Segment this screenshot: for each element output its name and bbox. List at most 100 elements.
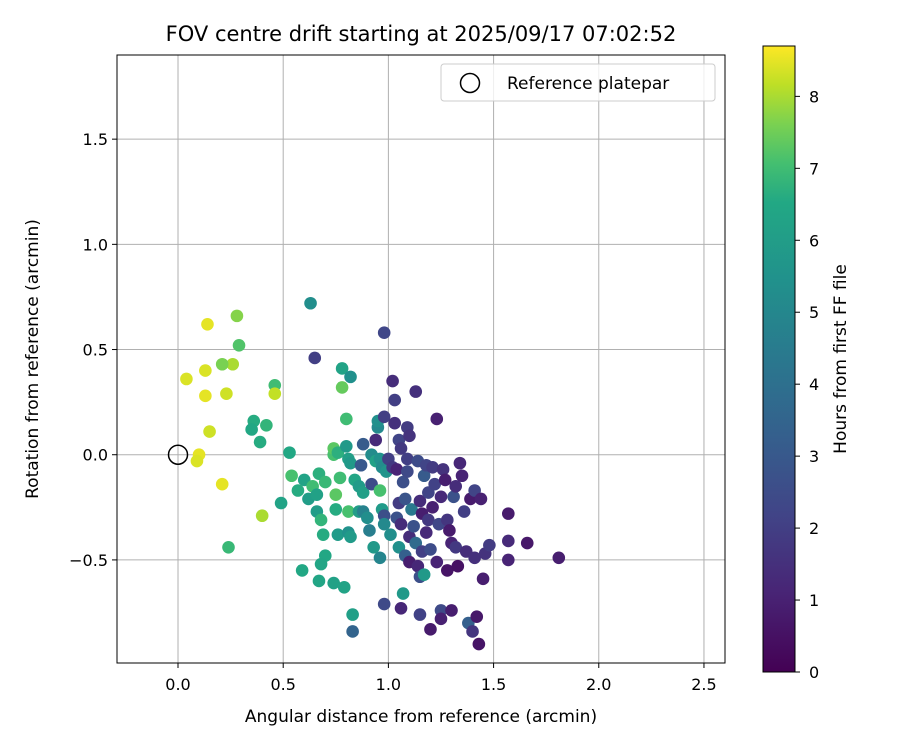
x-tick-label: 1.5	[481, 675, 506, 694]
data-point	[396, 475, 410, 489]
data-point	[449, 479, 463, 493]
colorbar-tick-label: 0	[809, 663, 819, 682]
data-point	[327, 576, 340, 590]
colorbar-ticks: 0 1 2 3 4 5 6 7 8	[795, 87, 819, 682]
data-point	[398, 492, 412, 506]
data-point	[434, 612, 448, 626]
colorbar-tick-label: 2	[809, 519, 819, 538]
colorbar-tick-label: 3	[809, 447, 819, 466]
data-point	[373, 551, 387, 565]
scatter-points	[180, 296, 566, 651]
data-point	[434, 490, 448, 504]
data-point	[291, 484, 305, 497]
data-point	[426, 461, 439, 474]
data-point	[344, 370, 357, 384]
data-point	[502, 507, 515, 520]
data-point	[436, 463, 450, 476]
data-point	[337, 580, 351, 594]
data-point	[260, 418, 273, 432]
plot-area-frame	[116, 54, 726, 664]
data-point	[424, 543, 437, 556]
data-point	[245, 423, 258, 436]
x-axis-label: Angular distance from reference (arcmin)	[245, 707, 597, 727]
data-point	[268, 387, 282, 401]
y-tick-label: −0.5	[69, 551, 108, 570]
data-point	[409, 385, 423, 398]
data-point	[453, 456, 467, 470]
data-point	[502, 553, 515, 567]
data-point	[346, 625, 359, 638]
data-point	[222, 540, 235, 554]
data-point	[377, 410, 391, 424]
data-point	[201, 317, 214, 331]
y-axis-label: Rotation from reference (arcmin)	[23, 219, 43, 499]
data-point	[199, 389, 212, 403]
data-point	[476, 572, 490, 586]
data-point	[457, 505, 471, 518]
legend-marker-icon	[459, 72, 481, 94]
data-point	[367, 540, 380, 554]
data-point	[474, 492, 488, 506]
data-point	[335, 381, 349, 394]
data-point	[226, 357, 240, 371]
x-tick-label: 1.0	[376, 675, 401, 694]
data-point	[316, 528, 330, 541]
data-point	[369, 433, 383, 447]
data-point	[396, 587, 410, 600]
y-tick-label: 1.5	[83, 130, 108, 149]
data-point	[440, 564, 454, 577]
data-point	[215, 357, 229, 371]
data-point	[230, 309, 244, 323]
data-point	[407, 519, 420, 533]
data-point	[180, 372, 193, 386]
data-point	[340, 412, 353, 426]
data-point	[447, 490, 460, 504]
data-point	[329, 503, 343, 516]
data-point	[331, 528, 345, 541]
data-point	[344, 456, 357, 470]
data-point	[342, 505, 355, 518]
data-point	[405, 503, 418, 516]
data-point	[329, 488, 343, 501]
data-point	[394, 602, 408, 615]
data-point	[314, 557, 328, 571]
y-tick-label: 1.0	[83, 235, 108, 254]
colorbar-tick-label: 1	[809, 591, 819, 610]
data-point	[255, 509, 269, 523]
data-point	[220, 387, 233, 401]
legend: Reference platepar	[440, 63, 716, 102]
data-point	[312, 574, 326, 588]
colorbar-tick-label: 7	[809, 159, 819, 178]
data-point	[377, 326, 391, 340]
data-point	[344, 530, 357, 544]
data-point	[483, 538, 496, 552]
x-tick-label: 0.0	[165, 675, 190, 694]
data-point	[520, 536, 534, 550]
data-point	[215, 477, 229, 491]
data-point	[384, 528, 397, 541]
data-point	[373, 484, 387, 497]
data-point	[346, 608, 359, 621]
data-point	[394, 517, 408, 531]
data-point	[285, 469, 298, 483]
data-point	[190, 454, 204, 468]
data-point	[413, 494, 427, 508]
data-point	[340, 440, 353, 453]
data-point	[283, 446, 296, 459]
data-point	[502, 534, 515, 548]
data-point	[377, 597, 391, 611]
data-point	[318, 475, 332, 489]
data-point	[253, 435, 267, 449]
colorbar-gradient	[762, 45, 796, 673]
data-point	[333, 471, 347, 485]
data-point	[394, 442, 408, 455]
x-tick-label: 2.5	[691, 675, 716, 694]
legend-label: Reference platepar	[507, 74, 669, 94]
data-point	[335, 362, 349, 375]
data-point	[390, 463, 404, 476]
data-point	[314, 513, 328, 527]
colorbar-tick-label: 5	[809, 303, 819, 322]
colorbar: 0 1 2 3 4 5 6 7 8 Hours from first FF file	[762, 45, 851, 682]
data-point	[417, 469, 431, 483]
